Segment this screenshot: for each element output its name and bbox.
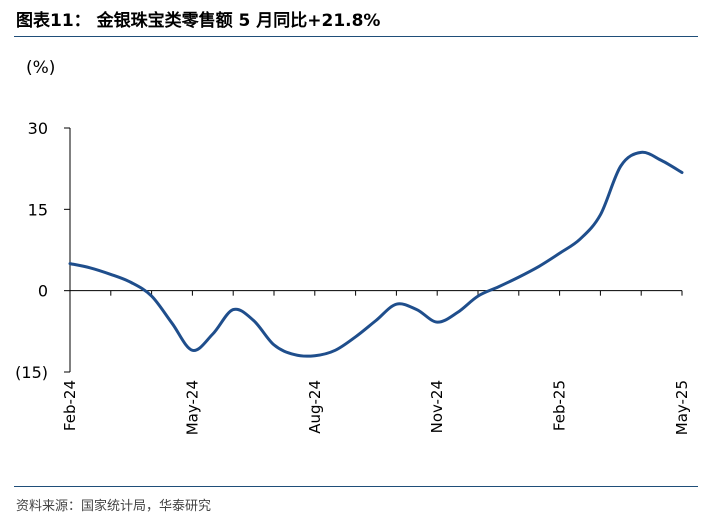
x-tick-label: May-24 — [183, 380, 201, 435]
x-tick-label: Feb-24 — [61, 380, 79, 431]
x-tick-label: Feb-25 — [551, 380, 569, 431]
y-tick-label: 15 — [28, 200, 48, 219]
y-tick-label: 30 — [28, 119, 48, 138]
figure-title: 图表11： 金银珠宝类零售额 5 月同比+21.8% — [16, 11, 381, 31]
y-ticks: 30 15 0 (15) — [15, 119, 70, 382]
x-tick-label: Nov-24 — [428, 380, 446, 433]
x-tick-label: May-25 — [673, 380, 691, 435]
source-note: 资料来源：国家统计局，华泰研究 — [16, 499, 212, 514]
series-line — [68, 150, 684, 358]
title-divider — [14, 36, 698, 37]
y-tick-label: 0 — [38, 282, 48, 301]
footer-divider — [14, 486, 698, 487]
y-axis-unit-label: (%) — [26, 58, 56, 78]
x-tick-label: Aug-24 — [306, 380, 324, 434]
x-ticks: Feb-24 May-24 Aug-24 Nov-24 Feb-25 May-25 — [61, 290, 691, 435]
y-tick-label: (15) — [15, 363, 48, 382]
